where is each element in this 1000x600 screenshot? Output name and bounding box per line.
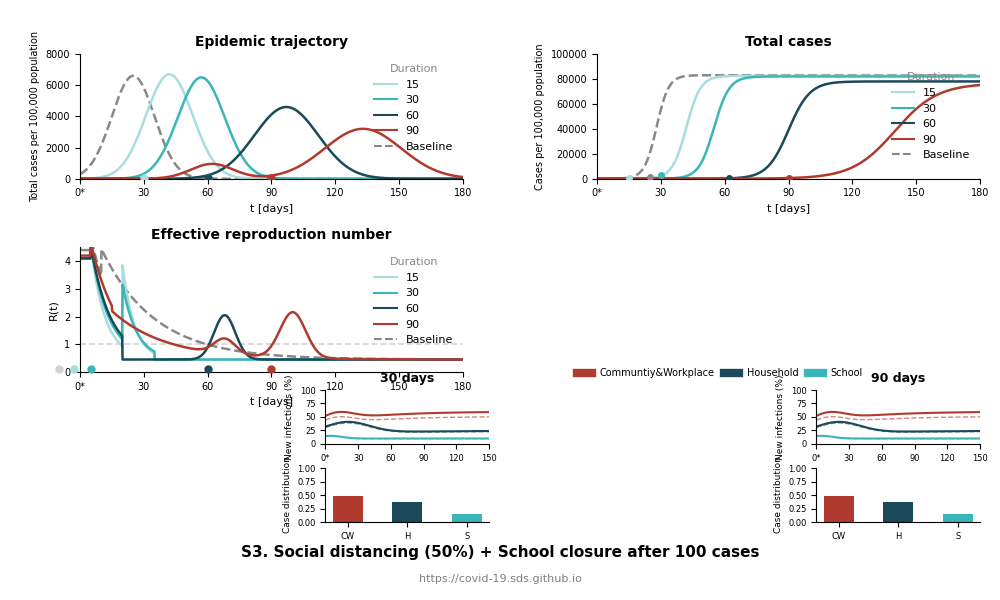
Title: Effective reproduction number: Effective reproduction number — [151, 228, 392, 242]
Bar — [452, 514, 482, 522]
Title: 90 days: 90 days — [871, 371, 925, 385]
Title: Total cases: Total cases — [745, 35, 832, 49]
Legend: 15, 30, 60, 90, Baseline: 15, 30, 60, 90, Baseline — [887, 68, 974, 164]
Text: S3. Social distancing (50%) + School closure after 100 cases: S3. Social distancing (50%) + School clo… — [241, 545, 759, 559]
Y-axis label: New infections (%): New infections (%) — [776, 374, 785, 460]
Y-axis label: New infections (%): New infections (%) — [285, 374, 294, 460]
Y-axis label: Total cases per 100,000 population: Total cases per 100,000 population — [30, 31, 40, 202]
Y-axis label: R(t): R(t) — [48, 299, 58, 320]
Legend: 15, 30, 60, 90, Baseline: 15, 30, 60, 90, Baseline — [370, 59, 457, 156]
Bar — [943, 514, 973, 522]
X-axis label: t [days]: t [days] — [250, 397, 293, 407]
Y-axis label: Case distribution: Case distribution — [283, 457, 292, 533]
Title: 30 days: 30 days — [380, 371, 434, 385]
Y-axis label: Cases per 100,000 population: Cases per 100,000 population — [535, 43, 545, 190]
X-axis label: t [days]: t [days] — [250, 204, 293, 214]
Bar — [333, 496, 363, 522]
Bar — [392, 502, 422, 522]
Bar — [824, 496, 854, 522]
Title: Epidemic trajectory: Epidemic trajectory — [195, 35, 348, 49]
Legend: Communtiy&Workplace, Household, School: Communtiy&Workplace, Household, School — [573, 364, 867, 382]
Y-axis label: Case distribution: Case distribution — [774, 457, 783, 533]
Legend: 15, 30, 60, 90, Baseline: 15, 30, 60, 90, Baseline — [370, 253, 457, 350]
X-axis label: t [days]: t [days] — [879, 468, 917, 478]
X-axis label: t [days]: t [days] — [388, 468, 426, 478]
Text: https://covid-19.sds.github.io: https://covid-19.sds.github.io — [419, 574, 581, 584]
Bar — [883, 502, 913, 522]
X-axis label: t [days]: t [days] — [767, 204, 810, 214]
